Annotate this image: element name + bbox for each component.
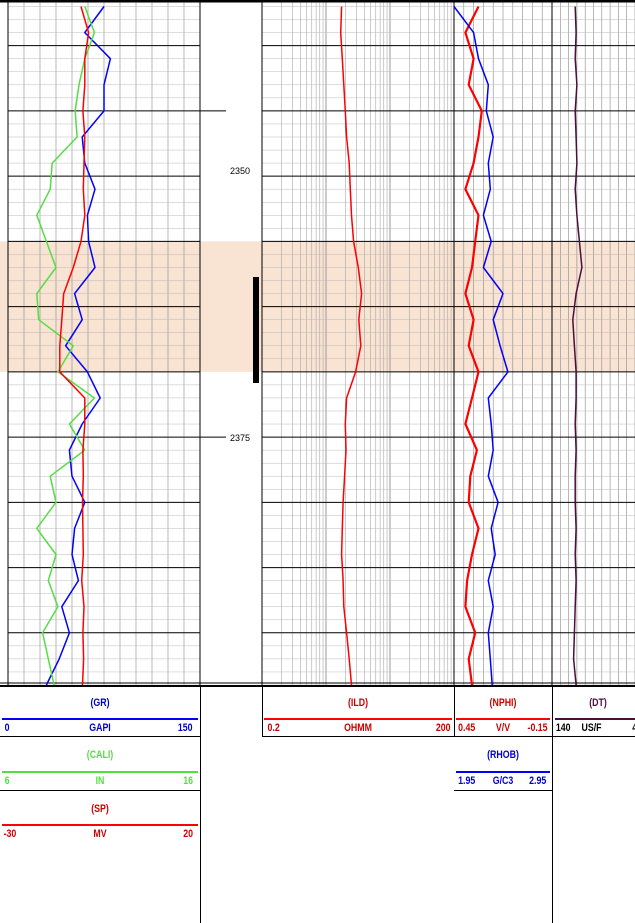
sp-legend-line <box>2 824 198 826</box>
dt-min: 140 <box>555 722 571 734</box>
legend-divider <box>454 685 455 736</box>
legend-nphi: (NPHI) 0.45 V/V -0.15 <box>454 685 552 736</box>
ild-max: 200 <box>435 722 451 734</box>
gr-max: 150 <box>177 722 193 734</box>
curve-gr <box>45 6 112 685</box>
curve-nphi <box>464 6 483 685</box>
depth-marker-bar <box>253 277 259 383</box>
curve-rhob <box>453 6 509 685</box>
legend-gr: (GR) 0 GAPI 150 <box>0 685 200 736</box>
gr-legend-line <box>2 718 198 720</box>
cali-min: 6 <box>4 775 10 787</box>
rhob-legend-line <box>456 771 550 773</box>
log-curves <box>36 6 583 685</box>
legend-divider <box>552 736 635 737</box>
legend-divider <box>200 685 201 923</box>
sp-min: -30 <box>3 828 17 840</box>
depth-label-2350: 2350 <box>230 166 250 176</box>
sp-max: 20 <box>182 828 193 840</box>
cali-max: 16 <box>182 775 193 787</box>
track-grids <box>0 0 635 685</box>
dt-mnemonic: (DT) <box>589 697 607 709</box>
sp-unit: MV <box>93 828 107 840</box>
sp-mnemonic: (SP) <box>91 803 109 815</box>
curve-ild <box>339 6 363 685</box>
curve-sp <box>59 6 90 685</box>
curve-dt <box>572 6 583 685</box>
rhob-unit: G/C3 <box>492 775 514 787</box>
legend-divider <box>454 736 552 737</box>
legend-divider <box>0 736 200 737</box>
legend-divider <box>262 685 263 736</box>
ild-mnemonic: (ILD) <box>347 697 369 709</box>
dt-unit: US/F <box>581 722 602 734</box>
nphi-unit: V/V <box>495 722 511 734</box>
legend-divider <box>0 790 200 791</box>
cali-unit: IN <box>95 775 105 787</box>
nphi-min: 0.45 <box>458 722 476 734</box>
rhob-min: 1.95 <box>458 775 476 787</box>
dt-max: 40 <box>632 722 635 734</box>
legend-ild: (ILD) 0.2 OHMM 200 <box>262 685 454 736</box>
rhob-max: 2.95 <box>528 775 546 787</box>
gr-min: 0 <box>4 722 10 734</box>
curve-cali <box>36 6 96 685</box>
gr-mnemonic: (GR) <box>90 697 110 709</box>
curve-legend: (GR) 0 GAPI 150 (CALI) 6 IN 16 (SP) -30 … <box>0 685 635 923</box>
legend-divider <box>552 685 553 923</box>
well-log-plot: 2350 2375 <box>0 0 635 685</box>
cali-mnemonic: (CALI) <box>86 749 114 761</box>
cali-legend-line <box>2 771 198 773</box>
legend-dt: (DT) 140 US/F 40 <box>553 685 635 736</box>
nphi-legend-line <box>456 718 550 720</box>
legend-sp: (SP) -30 MV 20 <box>0 791 200 923</box>
nphi-mnemonic: (NPHI) <box>489 697 517 709</box>
legend-cali: (CALI) 6 IN 16 <box>0 737 200 790</box>
gr-unit: GAPI <box>89 722 111 734</box>
legend-rhob: (RHOB) 1.95 G/C3 2.95 <box>454 737 552 790</box>
dt-legend-line <box>555 718 635 720</box>
nphi-max: -0.15 <box>527 722 548 734</box>
rhob-mnemonic: (RHOB) <box>487 749 519 761</box>
legend-divider <box>454 790 552 791</box>
depth-label-2375: 2375 <box>230 433 250 443</box>
legend-divider <box>262 736 454 737</box>
ild-unit: OHMM <box>344 722 372 734</box>
ild-legend-line <box>264 718 452 720</box>
legend-top-border <box>0 685 635 687</box>
ild-min: 0.2 <box>267 722 280 734</box>
